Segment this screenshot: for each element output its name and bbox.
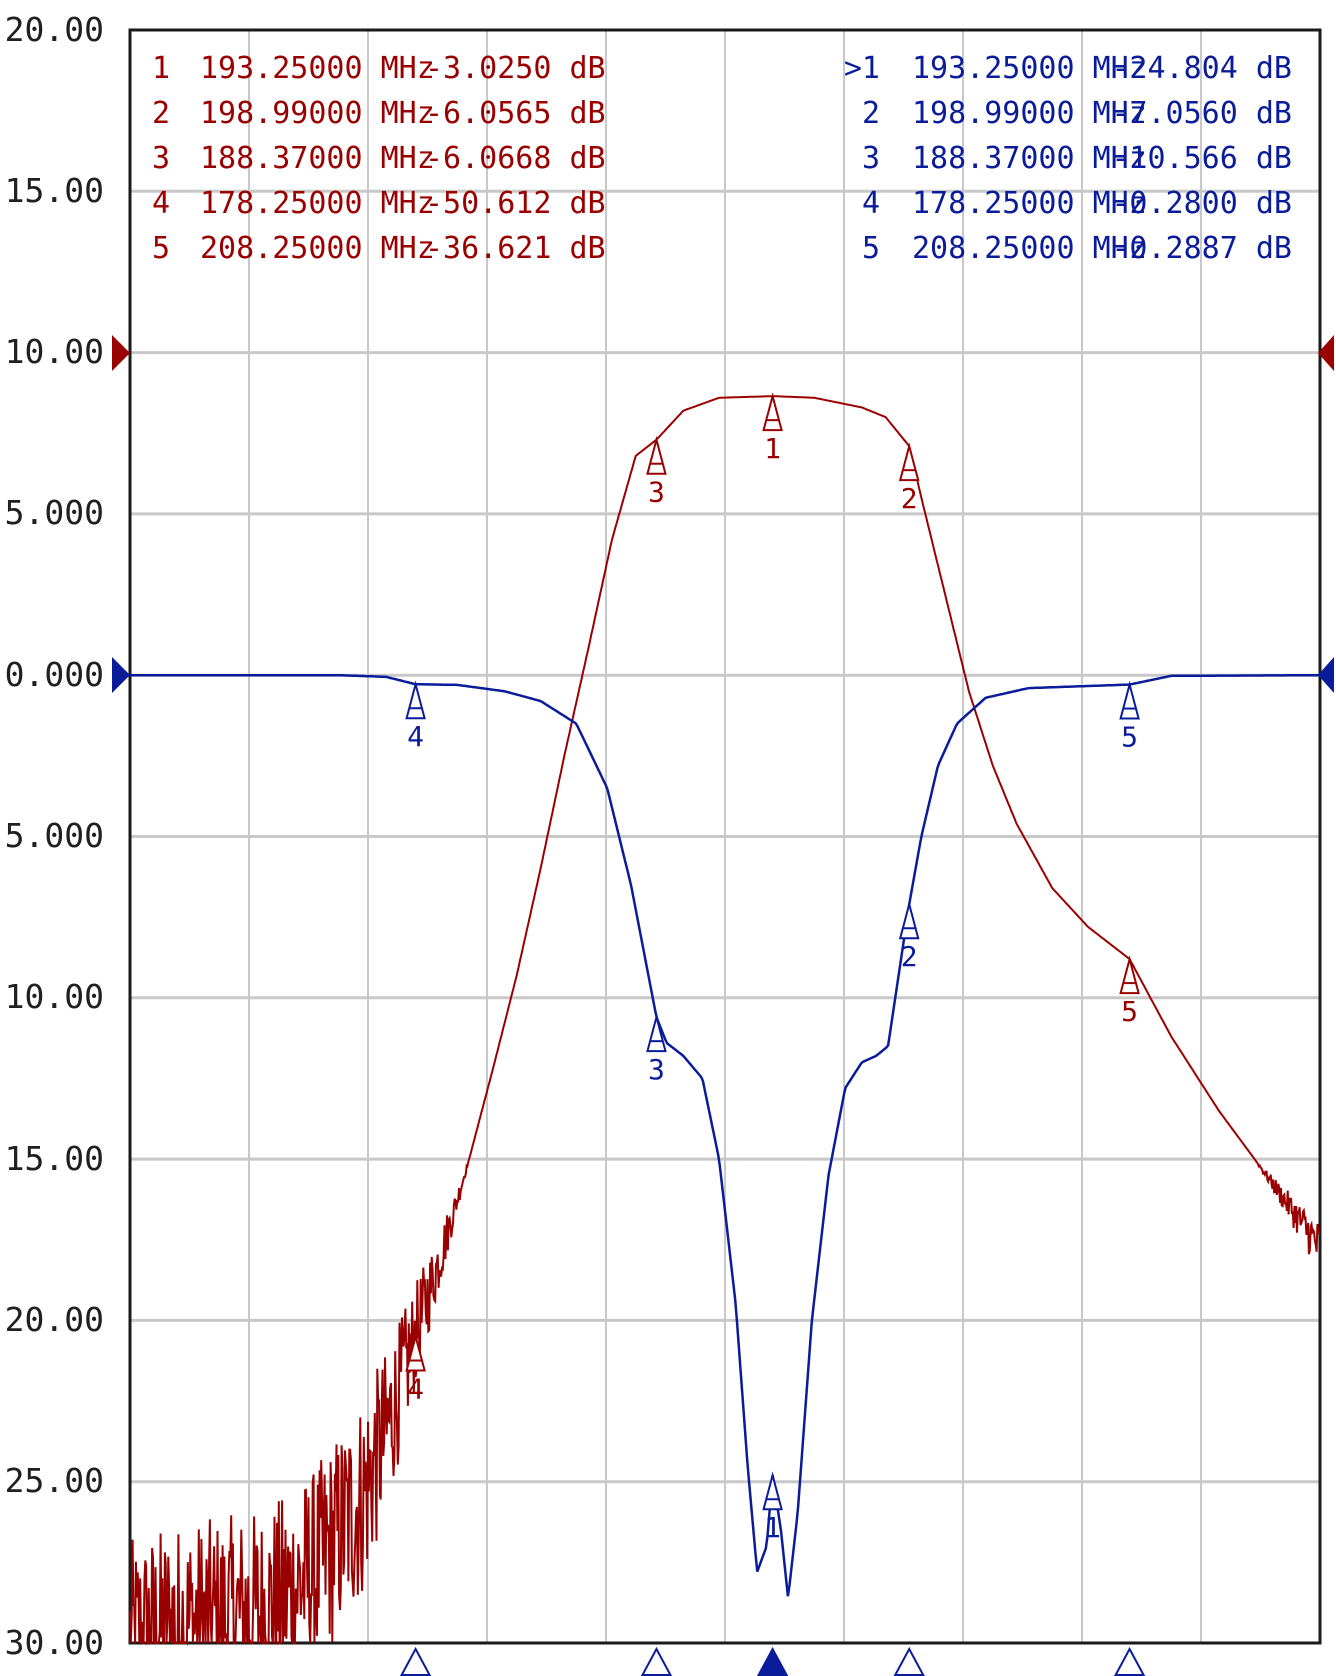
horizontal-gridlines (130, 189, 1320, 1484)
marker-freq: 198.99000 MHz (200, 96, 435, 131)
marker-value: -6.0565 dB (425, 96, 606, 131)
s11-reference-arrow-left (112, 657, 130, 693)
marker-id: 5 (152, 231, 170, 266)
marker-flag-label: 4 (407, 720, 424, 753)
s11-marker-table: >1 2 3 4 5 193.25000 MHz 198.99000 MHz 1… (844, 51, 1292, 266)
stimulus-marker-triangle (399, 1646, 432, 1676)
marker-freq: 193.25000 MHz (200, 51, 435, 86)
marker-id: 3 (152, 141, 170, 176)
marker-row: 4 178.25000 MHz-50.612 dB (152, 186, 606, 221)
marker-value: -24.804 dB (1111, 51, 1292, 86)
marker-freq: 208.25000 MHz (912, 231, 1147, 266)
marker-flag-label: 5 (1121, 995, 1138, 1028)
marker-freq: 178.25000 MHz (912, 186, 1147, 221)
grid (130, 30, 1320, 1643)
marker-value: -0.2887 dB (1111, 231, 1292, 266)
marker-flag-triangle (898, 442, 920, 482)
y-tick-label: -30.00 (0, 1623, 104, 1662)
marker-value: -36.621 dB (425, 231, 606, 266)
plot-frame (128, 28, 1322, 1645)
marker-id: 1 (152, 51, 170, 86)
y-axis-tick-labels: 20.00 15.00 10.00 5.000 0.000 -5.000 -10… (0, 10, 104, 1662)
stimulus-marker-triangle (640, 1646, 673, 1676)
stimulus-marker-triangles (399, 1646, 1146, 1676)
marker-flag-label: 3 (648, 1053, 665, 1086)
y-tick-label: -20.00 (0, 1300, 104, 1339)
marker-flag-label: 4 (407, 1373, 424, 1406)
series-s21-trace (129, 395, 1321, 1647)
marker-value: -10.566 dB (1111, 141, 1292, 176)
marker-freq: 198.99000 MHz (912, 96, 1147, 131)
marker-value: -3.0250 dB (425, 51, 606, 86)
marker-freq: 193.25000 MHz (912, 51, 1147, 86)
marker-row: 5 208.25000 MHz-36.621 dB (152, 231, 606, 266)
y-tick-label: 10.00 (5, 332, 104, 371)
traces (129, 395, 1321, 1647)
y-tick-label: 20.00 (5, 10, 104, 49)
marker-flag-triangle (646, 435, 667, 475)
marker-flag-triangle (762, 392, 783, 432)
marker-freq: 178.25000 MHz (200, 186, 435, 221)
s11-reference-arrow-right (1318, 657, 1334, 693)
marker-value: -50.612 dB (425, 186, 606, 221)
marker-id: 2 (152, 96, 170, 131)
reference-level-indicators (112, 335, 1334, 693)
marker-row: 3 188.37000 MHz-6.0668 dB (152, 141, 606, 176)
marker-row: 5 (862, 231, 880, 266)
s21-marker-table: 1 193.25000 MHz-3.0250 dB 2 198.99000 MHz-… (152, 51, 606, 266)
y-tick-label: -10.00 (0, 977, 104, 1016)
s21-reference-arrow-left (112, 335, 130, 371)
marker-value: -7.0560 dB (1111, 96, 1292, 131)
y-tick-label: -15.00 (0, 1139, 104, 1178)
marker-row: 2 (862, 96, 880, 131)
series-s11-trace (130, 673, 1320, 1597)
y-tick-label: 15.00 (5, 171, 104, 210)
marker-flag-label: 2 (901, 940, 918, 973)
marker-flag-label: 1 (764, 1511, 781, 1544)
marker-flag-triangle (646, 1013, 667, 1053)
marker-id: 4 (152, 186, 170, 221)
marker-flag-triangle (1119, 955, 1140, 995)
marker-freq: 208.25000 MHz (200, 231, 435, 266)
marker-flags: 1 2 3 4 5 1 2 3 4 5 (405, 392, 1140, 1544)
marker-flag-triangle (762, 1471, 783, 1511)
marker-flag-label: 5 (1121, 721, 1138, 754)
marker-freq: 188.37000 MHz (200, 141, 435, 176)
marker-freq: 188.37000 MHz (912, 141, 1147, 176)
marker-flag-triangle (1119, 680, 1140, 720)
marker-row: 1 193.25000 MHz-3.0250 dB (152, 51, 606, 86)
stimulus-marker-triangle (756, 1646, 789, 1676)
marker-flag-triangle (898, 900, 920, 940)
marker-flag-triangle (405, 680, 426, 720)
marker-value: -0.2800 dB (1111, 186, 1292, 221)
marker-row: >1 (844, 51, 880, 86)
y-tick-label: 0.000 (5, 655, 104, 694)
y-tick-label: -5.000 (0, 816, 104, 855)
marker-row: 4 (862, 186, 880, 221)
marker-row: 3 (862, 141, 880, 176)
marker-flag-triangle (405, 1332, 426, 1372)
y-tick-label: -25.00 (0, 1461, 104, 1500)
marker-flag-label: 2 (901, 482, 918, 515)
y-tick-label: 5.000 (5, 493, 104, 532)
stimulus-marker-triangle (1113, 1646, 1146, 1676)
marker-row: 2 198.99000 MHz-6.0565 dB (152, 96, 606, 131)
s21-reference-arrow-right (1318, 335, 1334, 371)
marker-value: -6.0668 dB (425, 141, 606, 176)
marker-flag-label: 3 (648, 476, 665, 509)
stimulus-marker-triangle (893, 1646, 925, 1676)
marker-flag-label: 1 (764, 432, 781, 465)
